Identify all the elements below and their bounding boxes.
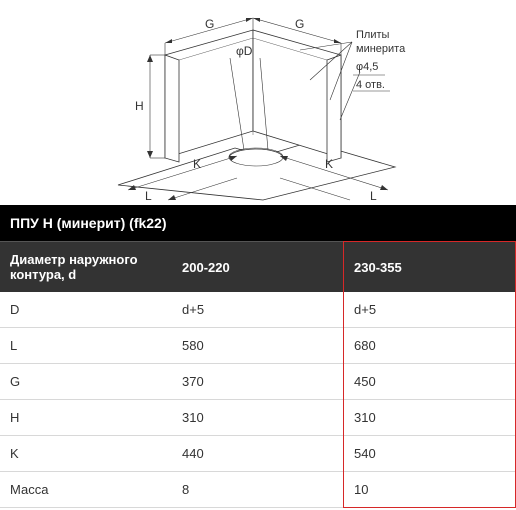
table-row: Dd+5d+5	[0, 292, 516, 328]
technical-diagram: G G H φD K L K L Плиты минерита	[0, 0, 516, 205]
panel-front-right	[327, 55, 341, 162]
table-title-row: ППУ Н (минерит) (fk22)	[0, 205, 516, 242]
spec-table-wrap: ППУ Н (минерит) (fk22) Диаметр наружного…	[0, 205, 516, 508]
row-value: d+5	[344, 292, 516, 328]
dim-h: H	[135, 99, 144, 113]
spec-table: ППУ Н (минерит) (fk22) Диаметр наружного…	[0, 205, 516, 508]
dim-k-right: K	[325, 157, 333, 171]
annot-minerit: минерита	[356, 43, 406, 55]
dim-k-left: K	[193, 157, 201, 171]
table-row: G370450	[0, 364, 516, 400]
table-row: Масса810	[0, 472, 516, 508]
dim-g-right: G	[295, 17, 304, 31]
table-title: ППУ Н (минерит) (fk22)	[0, 205, 516, 242]
dim-g-left: G	[205, 17, 214, 31]
row-value: 450	[344, 364, 516, 400]
panel-front-left	[165, 55, 179, 162]
dim-l-left: L	[145, 189, 152, 203]
row-label: H	[0, 400, 172, 436]
row-label: K	[0, 436, 172, 472]
table-row: K440540	[0, 436, 516, 472]
row-label: L	[0, 328, 172, 364]
row-value: 8	[172, 472, 344, 508]
row-value: 540	[344, 436, 516, 472]
row-value: 680	[344, 328, 516, 364]
row-label: D	[0, 292, 172, 328]
row-value: 440	[172, 436, 344, 472]
row-value: 580	[172, 328, 344, 364]
row-value: 310	[344, 400, 516, 436]
annot-holes: 4 отв.	[356, 79, 385, 91]
row-label: G	[0, 364, 172, 400]
dim-l-right: L	[370, 189, 377, 203]
annot-phi45: φ4,5	[356, 61, 378, 73]
row-value: d+5	[172, 292, 344, 328]
header-label: Диаметр наружного контура, d	[0, 242, 172, 293]
row-label: Масса	[0, 472, 172, 508]
header-col-b: 230-355	[344, 242, 516, 293]
row-value: 370	[172, 364, 344, 400]
table-row: L580680	[0, 328, 516, 364]
row-value: 10	[344, 472, 516, 508]
dim-phi-d: φD	[236, 44, 253, 58]
row-value: 310	[172, 400, 344, 436]
table-header-row: Диаметр наружного контура, d 200-220 230…	[0, 242, 516, 293]
header-col-a: 200-220	[172, 242, 344, 293]
table-row: H310310	[0, 400, 516, 436]
annot-plates: Плиты	[356, 29, 390, 41]
